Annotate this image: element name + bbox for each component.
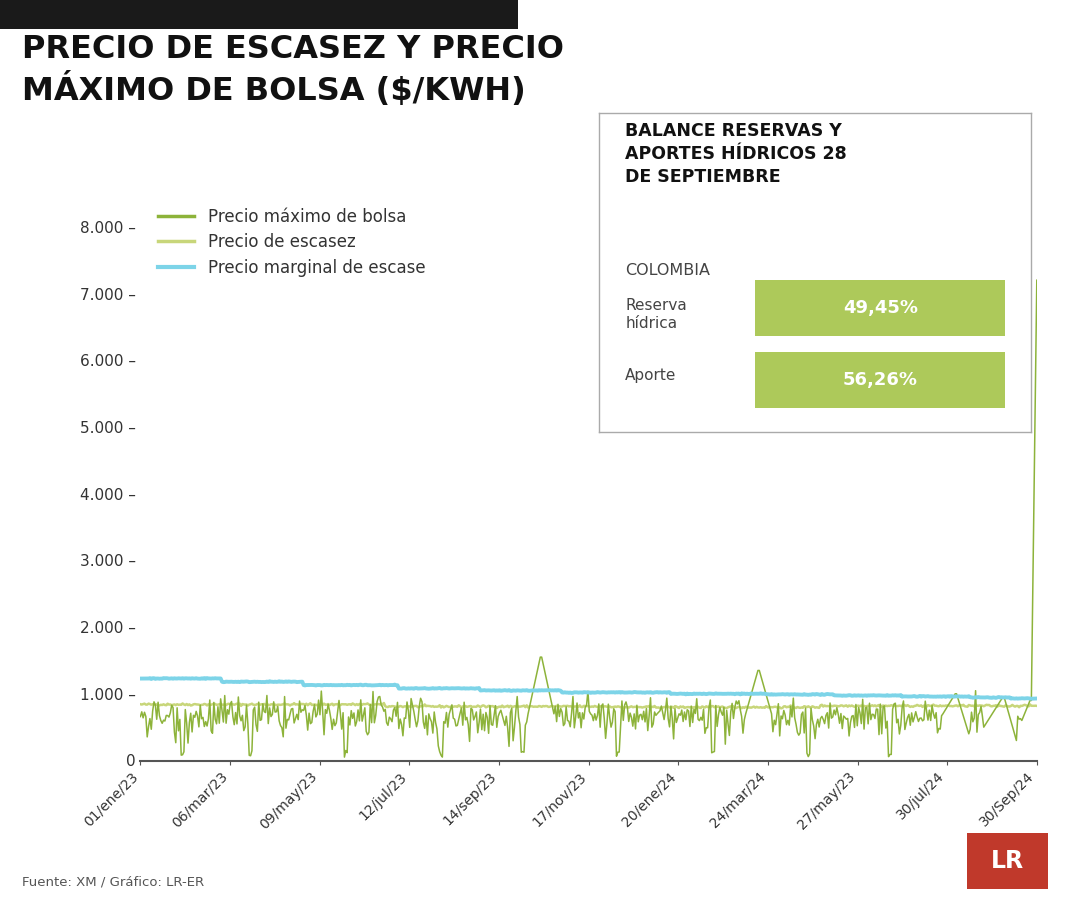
- Text: BALANCE RESERVAS Y
APORTES HÍDRICOS 28
DE SEPTIEMBRE: BALANCE RESERVAS Y APORTES HÍDRICOS 28 D…: [625, 122, 847, 186]
- Text: PRECIO DE ESCASEZ Y PRECIO: PRECIO DE ESCASEZ Y PRECIO: [22, 34, 564, 65]
- FancyBboxPatch shape: [755, 352, 1005, 408]
- Text: LR: LR: [990, 850, 1024, 873]
- Text: Reserva
hídrica: Reserva hídrica: [625, 298, 687, 331]
- Text: COLOMBIA: COLOMBIA: [625, 263, 711, 278]
- FancyBboxPatch shape: [755, 280, 1005, 336]
- Text: 56,26%: 56,26%: [842, 371, 918, 389]
- Text: Fuente: XM / Gráfico: LR-ER: Fuente: XM / Gráfico: LR-ER: [22, 876, 204, 888]
- Text: 49,45%: 49,45%: [842, 299, 918, 317]
- Legend: Precio máximo de bolsa, Precio de escasez, Precio marginal de escase: Precio máximo de bolsa, Precio de escase…: [158, 208, 426, 276]
- Text: Aporte: Aporte: [625, 368, 677, 383]
- Text: MÁXIMO DE BOLSA ($/KWH): MÁXIMO DE BOLSA ($/KWH): [22, 72, 525, 107]
